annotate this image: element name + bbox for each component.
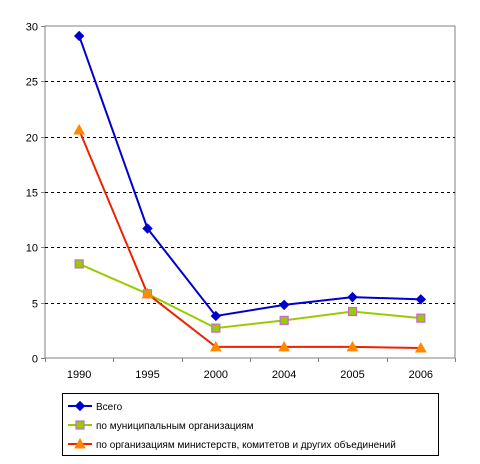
data-point-series-2 — [414, 342, 427, 353]
x-tick-label: 1995 — [135, 369, 159, 381]
legend-label: по организациям министерств, комитетов и… — [96, 439, 396, 451]
legend-item-0: Всего — [68, 400, 123, 413]
y-tick-label: 0 — [32, 354, 38, 366]
y-tick-label: 10 — [26, 243, 38, 255]
data-point-series-1 — [279, 315, 289, 325]
data-point-series-2 — [346, 340, 359, 352]
y-tick-label: 5 — [32, 299, 38, 311]
data-point-series-0 — [278, 299, 290, 311]
data-point-series-1 — [416, 313, 426, 323]
data-point-series-0 — [210, 310, 222, 322]
legend-item-1: по муниципальным организациям — [68, 420, 254, 432]
data-point-series-1 — [211, 323, 221, 333]
y-tick-label: 15 — [26, 188, 38, 200]
legend-swatch-marker — [74, 400, 86, 412]
data-point-series-1 — [347, 306, 358, 317]
data-point-series-2 — [141, 287, 154, 299]
y-tick-label: 25 — [26, 77, 38, 89]
data-point-series-2 — [278, 340, 291, 352]
y-tick-label: 20 — [26, 133, 38, 145]
legend-item-2: по организациям министерств, комитетов и… — [68, 437, 396, 451]
y-tick-label: 30 — [26, 22, 38, 34]
legend-label: Всего — [96, 402, 123, 413]
data-point-series-0 — [415, 294, 427, 305]
data-point-series-1 — [74, 259, 84, 269]
series-line-1 — [78, 263, 421, 330]
data-point-series-2 — [73, 123, 86, 135]
x-tick-label: 1990 — [67, 369, 91, 381]
data-point-series-2 — [209, 340, 222, 352]
series-line-0 — [78, 35, 421, 318]
data-point-series-0 — [73, 30, 85, 42]
data-point-series-0 — [142, 223, 153, 234]
x-tick-label: 2005 — [340, 369, 364, 381]
x-tick-label: 2004 — [272, 369, 296, 381]
x-tick-label: 2006 — [409, 369, 433, 381]
legend-box — [62, 393, 439, 456]
data-point-series-0 — [347, 291, 358, 303]
legend-label: по муниципальным организациям — [96, 421, 254, 432]
series-line-2 — [78, 129, 421, 350]
legend-swatch-marker — [74, 437, 86, 449]
x-tick-label: 2000 — [204, 369, 228, 381]
legend-swatch-marker — [75, 420, 85, 430]
